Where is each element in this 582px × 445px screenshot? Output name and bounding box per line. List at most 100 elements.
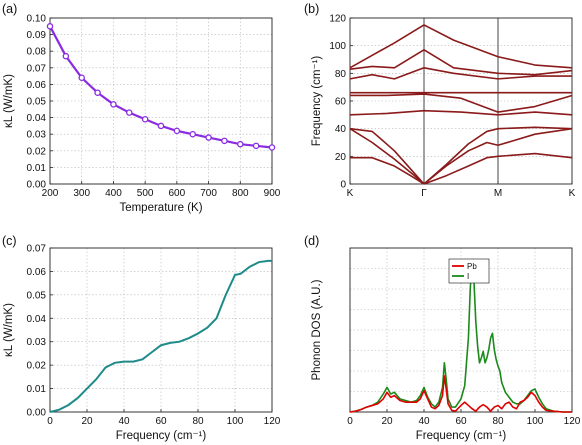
x-tick-label: 100 xyxy=(527,416,544,427)
y-axis-label: κL (W/mK) xyxy=(3,74,15,128)
data-point-a xyxy=(46,23,54,30)
dos-line-pb xyxy=(349,375,572,413)
y-tick-label: 0.07 xyxy=(27,63,47,74)
data-point-a xyxy=(173,127,181,135)
data-point-a xyxy=(110,101,117,108)
x-tick-label: 200 xyxy=(42,188,59,199)
data-point-a xyxy=(62,52,70,60)
legend-label: I xyxy=(467,272,469,281)
panel-label-a: (a) xyxy=(2,2,17,16)
data-point-a xyxy=(141,116,149,123)
phonon-branch xyxy=(349,109,573,116)
y-tick-label: 0.05 xyxy=(27,97,47,108)
x-tick-label: 600 xyxy=(169,188,186,199)
y-tick-label: 0.03 xyxy=(27,337,47,348)
x-tick-label: 0 xyxy=(347,416,353,427)
y-tick-label: 120 xyxy=(329,14,346,25)
y-tick-label: 80 xyxy=(335,69,347,80)
x-tick-label: 100 xyxy=(227,416,244,427)
y-tick-label: 0.09 xyxy=(27,30,47,41)
x-tick-label: 500 xyxy=(137,188,154,199)
x-tick-label: 20 xyxy=(381,416,393,427)
phonon-branch xyxy=(349,24,573,69)
series-line-a xyxy=(49,25,273,149)
chart-a: 200 300 400 500 600 700 800 900 0.00 0.01 0.02 0.03… xyxy=(3,14,281,215)
x-tick-label: 300 xyxy=(73,188,90,199)
y-tick-label: 40 xyxy=(335,124,347,135)
y-tick-label: 0.03 xyxy=(27,130,47,141)
series-line-c xyxy=(49,259,272,413)
phonon-branch xyxy=(350,156,425,185)
panel-label-c: (c) xyxy=(2,234,17,248)
x-tick-label: 800 xyxy=(232,188,249,199)
x-tick-label: 60 xyxy=(455,416,467,427)
y-tick-label: 0.00 xyxy=(27,180,47,191)
data-point-a xyxy=(205,134,212,141)
legend: PbI xyxy=(448,258,490,284)
x-tick-label: K xyxy=(569,188,576,199)
y-tick-label: 0.00 xyxy=(27,408,47,419)
data-point-a xyxy=(157,122,165,130)
y-tick-label: 0.07 xyxy=(27,244,47,255)
plot-frame xyxy=(49,17,273,185)
x-tick-label: 700 xyxy=(200,188,217,199)
y-axis-label: Phonon DOS (A.U.) xyxy=(311,279,323,380)
data-point-a xyxy=(94,89,101,96)
y-tick-label: 0.02 xyxy=(27,146,47,157)
plot-frame xyxy=(49,247,273,413)
phonon-branch xyxy=(423,155,499,185)
y-tick-label: 0.01 xyxy=(27,384,47,395)
x-axis-label: Frequency (cm⁻¹) xyxy=(116,430,207,442)
y-tick-label: 0.05 xyxy=(27,290,47,301)
data-point-a xyxy=(252,142,260,150)
data-point-a xyxy=(237,140,244,148)
y-axis-label: κL (W/mK) xyxy=(3,303,15,357)
y-tick-label: 0.04 xyxy=(27,113,47,124)
x-tick-label: 20 xyxy=(81,416,93,427)
data-point-a xyxy=(126,109,133,116)
x-tick-label: 40 xyxy=(418,416,430,427)
legend-label: Pb xyxy=(467,262,477,271)
y-tick-label: 0 xyxy=(340,180,346,191)
x-tick-label: 900 xyxy=(264,188,281,199)
phonon-branch xyxy=(423,141,499,185)
y-tick-label: 60 xyxy=(335,97,347,108)
phonon-branch xyxy=(497,126,573,130)
phonon-branch xyxy=(497,152,573,159)
plot-frame xyxy=(349,247,573,413)
data-point-a xyxy=(221,137,228,145)
y-tick-label: 0.02 xyxy=(27,361,47,372)
data-point-a xyxy=(78,74,85,82)
y-tick-label: 0.10 xyxy=(27,14,47,25)
phonon-branch xyxy=(497,127,573,147)
x-tick-label: 400 xyxy=(105,188,122,199)
data-point-a xyxy=(268,144,276,151)
x-tick-label: 60 xyxy=(155,416,167,427)
phonon-branch xyxy=(349,127,425,185)
x-axis-label: Frequency (cm⁻¹) xyxy=(416,430,507,442)
y-tick-label: 0.06 xyxy=(27,80,47,91)
phonon-branch xyxy=(423,127,499,185)
x-tick-label: K xyxy=(347,188,354,199)
phonon-branch xyxy=(349,49,573,76)
panel-label-d: (d) xyxy=(304,234,319,248)
x-tick-label: Γ xyxy=(421,188,427,199)
chart-d: 0 20 40 60 80 100 120 Frequency (cm⁻¹) Phonon DO… xyxy=(311,247,581,442)
x-tick-label: 120 xyxy=(264,416,281,427)
phonon-branch xyxy=(349,67,572,80)
phonon-branch xyxy=(349,127,425,185)
x-tick-label: 40 xyxy=(118,416,130,427)
y-axis-label: Frequency (cm⁻¹) xyxy=(311,56,323,147)
plot-frame xyxy=(349,17,573,185)
chart-c: 0 20 40 60 80 100 120 0.00 0.01 0.02 0.03 0.04 0.05 0… xyxy=(3,244,281,443)
phonon-branch xyxy=(350,93,573,113)
x-tick-label: 0 xyxy=(47,416,53,427)
y-tick-label: 20 xyxy=(335,152,347,163)
x-tick-label: M xyxy=(494,188,502,199)
y-tick-label: 100 xyxy=(329,41,346,52)
x-tick-label: 80 xyxy=(492,416,504,427)
legend-box xyxy=(448,258,490,284)
x-tick-label: 120 xyxy=(564,416,581,427)
